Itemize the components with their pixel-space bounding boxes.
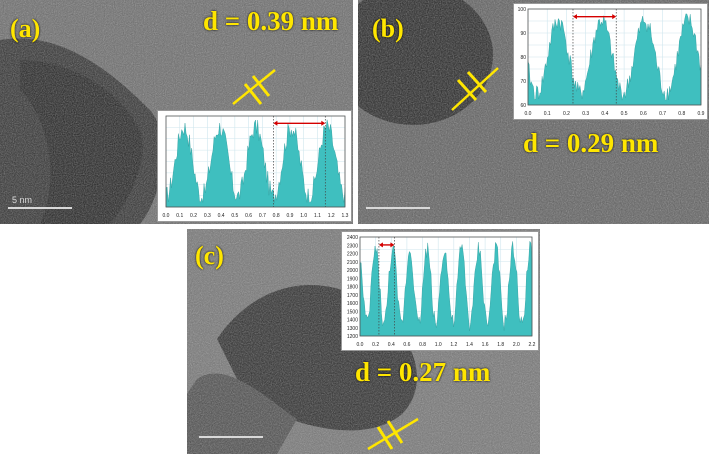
spacing-label-b: d = 0.29 nm [523,128,659,158]
x-tick-label: 0.3 [204,213,211,219]
y-tick-label: 2300 [347,243,358,249]
x-tick-label: 0.0 [525,111,532,117]
x-tick-label: 0.2 [563,111,570,117]
x-tick-label: 1.2 [328,213,335,219]
x-tick-label: 1.1 [314,213,321,219]
y-tick-label: 2000 [347,268,358,274]
x-tick-label: 0.1 [176,213,183,219]
x-tick-label: 0.7 [659,111,666,117]
y-tick-label: 1800 [347,285,358,291]
panel-label-b: (b) [372,14,404,43]
x-tick-label: 0.6 [403,342,410,348]
x-tick-label: 0.4 [218,213,225,219]
lattice-marker-b [451,67,499,111]
scale-label-a: 5 nm [12,195,33,205]
x-tick-label: 1.2 [450,342,457,348]
y-tick-label: 100 [518,7,527,13]
x-tick-label: 0.9 [698,111,705,117]
scale-bar-c [199,436,263,438]
arrow-head-left [378,242,383,248]
x-tick-label: 0.0 [163,213,170,219]
plot-frame [359,236,533,337]
y-tick-label: 1900 [347,276,358,282]
y-tick-label: 1300 [347,326,358,332]
x-tick-label: 1.8 [497,342,504,348]
y-tick-label: 2100 [347,260,358,266]
y-tick-label: 1500 [347,309,358,315]
x-tick-label: 1.0 [435,342,442,348]
scale-bar-b [366,207,430,209]
x-tick-label: 0.5 [231,213,238,219]
x-tick-label: 0.4 [601,111,608,117]
x-tick-label: 0.4 [388,342,395,348]
y-tick-label: 1700 [347,293,358,299]
panel-b: (b) d = 0.29 nm 0.0 0.1 0.2 0.3 0.4 0.5 0.6 0.7… [358,0,709,224]
spacing-label-a: d = 0.39 nm [203,6,339,36]
x-tick-label: 0.3 [582,111,589,117]
panel-c: (c) d = 0.27 nm 0.0 0.2 0.4 0.6 0.8 1.0 1.2 1.4… [187,229,540,454]
lattice-marker-c [367,417,419,451]
arrow-head-right [612,14,617,20]
y-tick-label: 90 [520,31,526,37]
x-tick-label: 0.7 [259,213,266,219]
arrow-head-left [572,14,577,20]
y-tick-label: 80 [520,55,526,61]
x-tick-label: 0.6 [245,213,252,219]
y-tick-label: 2400 [347,235,358,241]
arrow-head-right [321,120,326,126]
y-tick-label: 70 [520,79,526,85]
plot-frame [527,8,702,106]
arrow-head-right [390,242,395,248]
x-tick-label: 0.0 [357,342,364,348]
x-tick-label: 1.6 [482,342,489,348]
x-tick-label: 0.6 [640,111,647,117]
plot-frame [165,115,346,208]
intensity-profile [527,13,702,106]
profile-inset-a: 0.0 0.1 0.2 0.3 0.4 0.5 0.6 0.7 0.8 0.9 1.0 1.1 1.2 1… [157,110,352,222]
intensity-profile [359,240,533,337]
x-tick-label: 1.0 [300,213,307,219]
profile-inset-c: 0.0 0.2 0.4 0.6 0.8 1.0 1.2 1.4 1.6 1.8 2.0 2.2 1200… [341,231,539,351]
x-tick-label: 1.4 [466,342,473,348]
lattice-marker-a [232,69,276,105]
x-tick-label: 0.8 [678,111,685,117]
panel-label-a: (a) [10,14,41,43]
y-tick-label: 2200 [347,252,358,258]
x-tick-label: 0.2 [190,213,197,219]
x-tick-label: 0.8 [419,342,426,348]
y-tick-label: 1400 [347,318,358,324]
arrow-head-left [273,120,278,126]
x-tick-label: 0.1 [544,111,551,117]
profile-inset-b: 0.0 0.1 0.2 0.3 0.4 0.5 0.6 0.7 0.8 0.9 60 70 80 90 10… [513,3,708,120]
intensity-profile [165,119,346,208]
x-tick-label: 0.9 [286,213,293,219]
spacing-label-c: d = 0.27 nm [355,357,491,387]
x-tick-label: 2.2 [529,342,536,348]
x-tick-label: 0.8 [273,213,280,219]
panel-label-c: (c) [195,241,224,270]
scale-bar-a [8,207,72,209]
y-tick-label: 1600 [347,301,358,307]
panel-a: (a) d = 0.39 nm 5 nm 0.0 0.1 0.2 0.3 0.4 0.5 0… [0,0,353,224]
y-tick-label: 60 [520,103,526,109]
x-tick-label: 0.2 [372,342,379,348]
x-tick-label: 1.3 [342,213,349,219]
x-tick-label: 2.0 [513,342,520,348]
x-tick-label: 0.5 [621,111,628,117]
y-tick-label: 1200 [347,334,358,340]
